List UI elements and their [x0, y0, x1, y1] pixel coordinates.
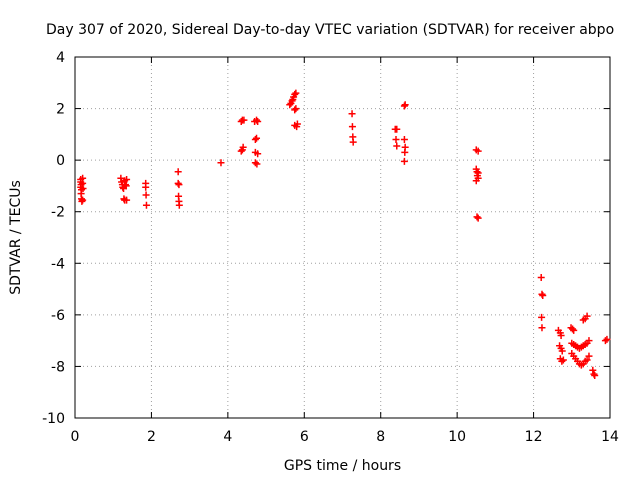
- data-point: [474, 147, 482, 155]
- data-point: [254, 150, 262, 158]
- x-tick-label: 4: [223, 429, 232, 445]
- chart-title: Day 307 of 2020, Sidereal Day-to-day VTE…: [46, 22, 614, 38]
- data-point: [473, 213, 481, 221]
- data-point: [538, 313, 546, 321]
- data-point: [253, 160, 261, 168]
- data-point: [122, 182, 130, 190]
- x-axis-label: GPS time / hours: [284, 458, 401, 474]
- data-point: [472, 177, 480, 185]
- data-points: [77, 89, 611, 379]
- data-point: [349, 138, 357, 146]
- data-point: [251, 136, 259, 144]
- data-point: [175, 181, 183, 189]
- data-point: [585, 337, 593, 345]
- data-point: [174, 168, 182, 176]
- x-tick-label: 12: [525, 429, 543, 445]
- y-tick-label: -4: [51, 256, 65, 272]
- data-point: [174, 179, 182, 187]
- data-point: [557, 331, 565, 339]
- data-point: [474, 214, 482, 222]
- y-tick-label: -6: [51, 308, 65, 324]
- data-point: [254, 117, 262, 125]
- data-point: [583, 312, 591, 320]
- data-point: [401, 101, 409, 109]
- data-point: [558, 347, 566, 355]
- data-point: [401, 148, 409, 156]
- y-axis-label: SDTVAR / TECUs: [8, 180, 24, 295]
- data-point: [589, 366, 597, 374]
- data-point: [175, 201, 183, 209]
- data-point: [601, 337, 609, 345]
- data-point: [240, 116, 248, 124]
- data-point: [348, 110, 356, 118]
- axis-ticks: 0 2 4 6 8 10 12 14 -10 -8 -6 -4 -2 0 2 4: [42, 50, 619, 445]
- data-point: [570, 326, 578, 334]
- data-point: [121, 181, 129, 189]
- data-point: [558, 357, 566, 365]
- data-point: [291, 106, 299, 114]
- data-point: [348, 123, 356, 131]
- data-point: [253, 134, 261, 142]
- data-point: [78, 197, 86, 205]
- data-point: [585, 352, 593, 360]
- x-tick-label: 8: [376, 429, 385, 445]
- data-point: [292, 89, 300, 97]
- data-point: [79, 196, 87, 204]
- data-point: [538, 290, 546, 298]
- x-tick-label: 6: [300, 429, 309, 445]
- data-point: [117, 174, 125, 182]
- data-point: [392, 136, 400, 144]
- data-point: [539, 292, 547, 300]
- data-point: [123, 175, 131, 183]
- data-point: [559, 356, 567, 364]
- x-tick-label: 10: [448, 429, 466, 445]
- data-point: [393, 142, 401, 150]
- data-point: [288, 97, 296, 105]
- data-point: [400, 136, 408, 144]
- data-point: [591, 371, 599, 379]
- y-tick-label: -10: [42, 411, 65, 427]
- y-tick-label: 2: [56, 102, 65, 118]
- plot-frame: [74, 56, 611, 419]
- y-tick-label: 4: [56, 50, 65, 66]
- data-point: [583, 356, 591, 364]
- data-point: [239, 143, 247, 151]
- data-point: [217, 159, 225, 167]
- data-point: [569, 325, 577, 333]
- data-point: [251, 159, 259, 167]
- data-point: [123, 196, 131, 204]
- y-tick-label: -8: [51, 359, 65, 375]
- data-point: [142, 191, 150, 199]
- data-point: [400, 157, 408, 165]
- y-tick-label: 0: [56, 153, 65, 169]
- data-point: [603, 335, 611, 343]
- data-point: [538, 324, 546, 332]
- data-point: [293, 120, 301, 128]
- grid: [75, 57, 610, 418]
- data-point: [286, 101, 294, 109]
- data-point: [291, 90, 299, 98]
- data-point: [237, 147, 245, 155]
- x-tick-label: 2: [147, 429, 156, 445]
- data-point: [253, 116, 261, 124]
- data-point: [400, 102, 408, 110]
- data-point: [79, 185, 87, 193]
- data-point: [142, 201, 150, 209]
- data-point: [590, 370, 598, 378]
- data-point: [537, 273, 545, 281]
- data-point: [142, 183, 150, 191]
- data-point: [292, 105, 300, 113]
- x-tick-label: 14: [601, 429, 619, 445]
- y-tick-label: -2: [51, 205, 65, 221]
- data-point: [393, 125, 401, 133]
- x-tick-label: 0: [71, 429, 80, 445]
